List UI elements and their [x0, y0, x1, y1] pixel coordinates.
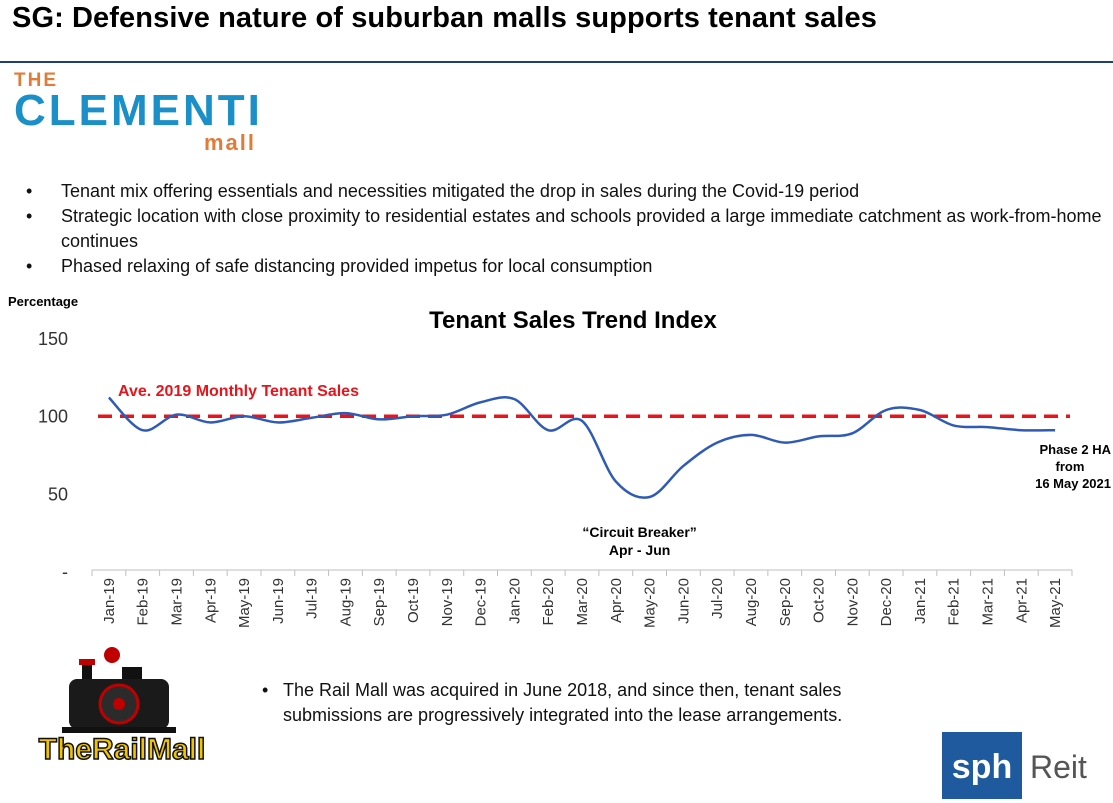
rail-mall-note-text: The Rail Mall was acquired in June 2018,… [283, 680, 843, 725]
x-tick-label: Jun-19 [270, 578, 287, 624]
bullet-item: Tenant mix offering essentials and neces… [24, 179, 1104, 204]
x-tick-label: Apr-21 [1013, 578, 1030, 623]
x-tick-label: Aug-20 [743, 578, 760, 626]
x-tick-label: Sep-19 [371, 578, 388, 626]
clementi-logo-mall: mall [204, 130, 257, 155]
x-tick-label: Jan-19 [101, 578, 118, 624]
bullet-list: Tenant mix offering essentials and neces… [24, 179, 1104, 279]
rail-mall-logo: TheRailMall [38, 647, 206, 767]
bullet-marker: • [262, 680, 269, 700]
x-tick-label: Feb-19 [135, 578, 152, 626]
annotation-phase2: from [1056, 459, 1085, 474]
x-tick-label: Feb-21 [946, 578, 963, 626]
bullet-item: Strategic location with close proximity … [24, 204, 1104, 254]
y-tick-label: 150 [38, 329, 68, 349]
title-divider [0, 61, 1113, 63]
clementi-mall-logo: THE CLEMENTI mall [14, 68, 284, 160]
y-axis-label: Percentage [8, 294, 78, 309]
x-tick-label: Jan-21 [912, 578, 929, 624]
clementi-logo-name: CLEMENTI [14, 86, 263, 135]
rail-mall-logo-text: TheRailMall [39, 733, 206, 766]
annotation-phase2: Phase 2 HA [1039, 442, 1111, 457]
sph-logo-reit: Reit [1030, 749, 1087, 785]
tenant-sales-chart: Percentage Tenant Sales Trend Index - 50 1… [8, 294, 1112, 628]
series-line [107, 396, 1056, 499]
benchmark-label: Ave. 2019 Monthly Tenant Sales [118, 383, 359, 400]
chart-title: Tenant Sales Trend Index [429, 307, 717, 334]
x-tick-label: Dec-19 [473, 578, 490, 626]
x-tick-label: Aug-19 [337, 578, 354, 626]
y-tick-label: 50 [48, 484, 68, 504]
x-tick-label: May-20 [642, 578, 659, 628]
x-tick-label: Mar-19 [168, 578, 185, 626]
annotation-circuit-breaker: “Circuit Breaker” [582, 524, 696, 540]
x-tick-label: Apr-20 [608, 578, 625, 623]
x-tick-label: Oct-20 [811, 578, 828, 623]
bullet-item: Phased relaxing of safe distancing provi… [24, 254, 1104, 279]
sph-reit-logo: sph Reit [942, 732, 1087, 799]
annotation-phase2: 16 May 2021 [1035, 476, 1111, 491]
x-tick-label: Oct-19 [405, 578, 422, 623]
x-tick-label: Jan-20 [506, 578, 523, 624]
x-tick-label: Jun-20 [675, 578, 692, 624]
x-tick-label: May-19 [236, 578, 253, 628]
x-tick-label: Apr-19 [202, 578, 219, 623]
y-tick-label: - [62, 562, 68, 582]
clementi-logo-the: THE [14, 70, 58, 91]
x-tick-label: Dec-20 [878, 578, 895, 626]
x-tick-label: May-21 [1047, 578, 1064, 628]
y-tick-label: 100 [38, 407, 68, 427]
x-tick-label: Sep-20 [777, 578, 794, 626]
x-tick-label: Nov-20 [844, 578, 861, 626]
annotation-circuit-breaker: Apr - Jun [609, 542, 670, 558]
x-tick-label: Nov-19 [439, 578, 456, 626]
x-tick-label: Mar-20 [574, 578, 591, 626]
steam-locomotive-icon [62, 647, 176, 733]
rail-mall-note: • The Rail Mall was acquired in June 201… [262, 678, 862, 728]
x-tick-label: Jul-20 [709, 578, 726, 619]
sph-logo-mark: sph [952, 748, 1012, 786]
x-tick-label: Mar-21 [980, 578, 997, 626]
page-title: SG: Defensive nature of suburban malls s… [12, 2, 877, 34]
x-tick-label: Jul-19 [304, 578, 321, 619]
x-tick-label: Feb-20 [540, 578, 557, 626]
